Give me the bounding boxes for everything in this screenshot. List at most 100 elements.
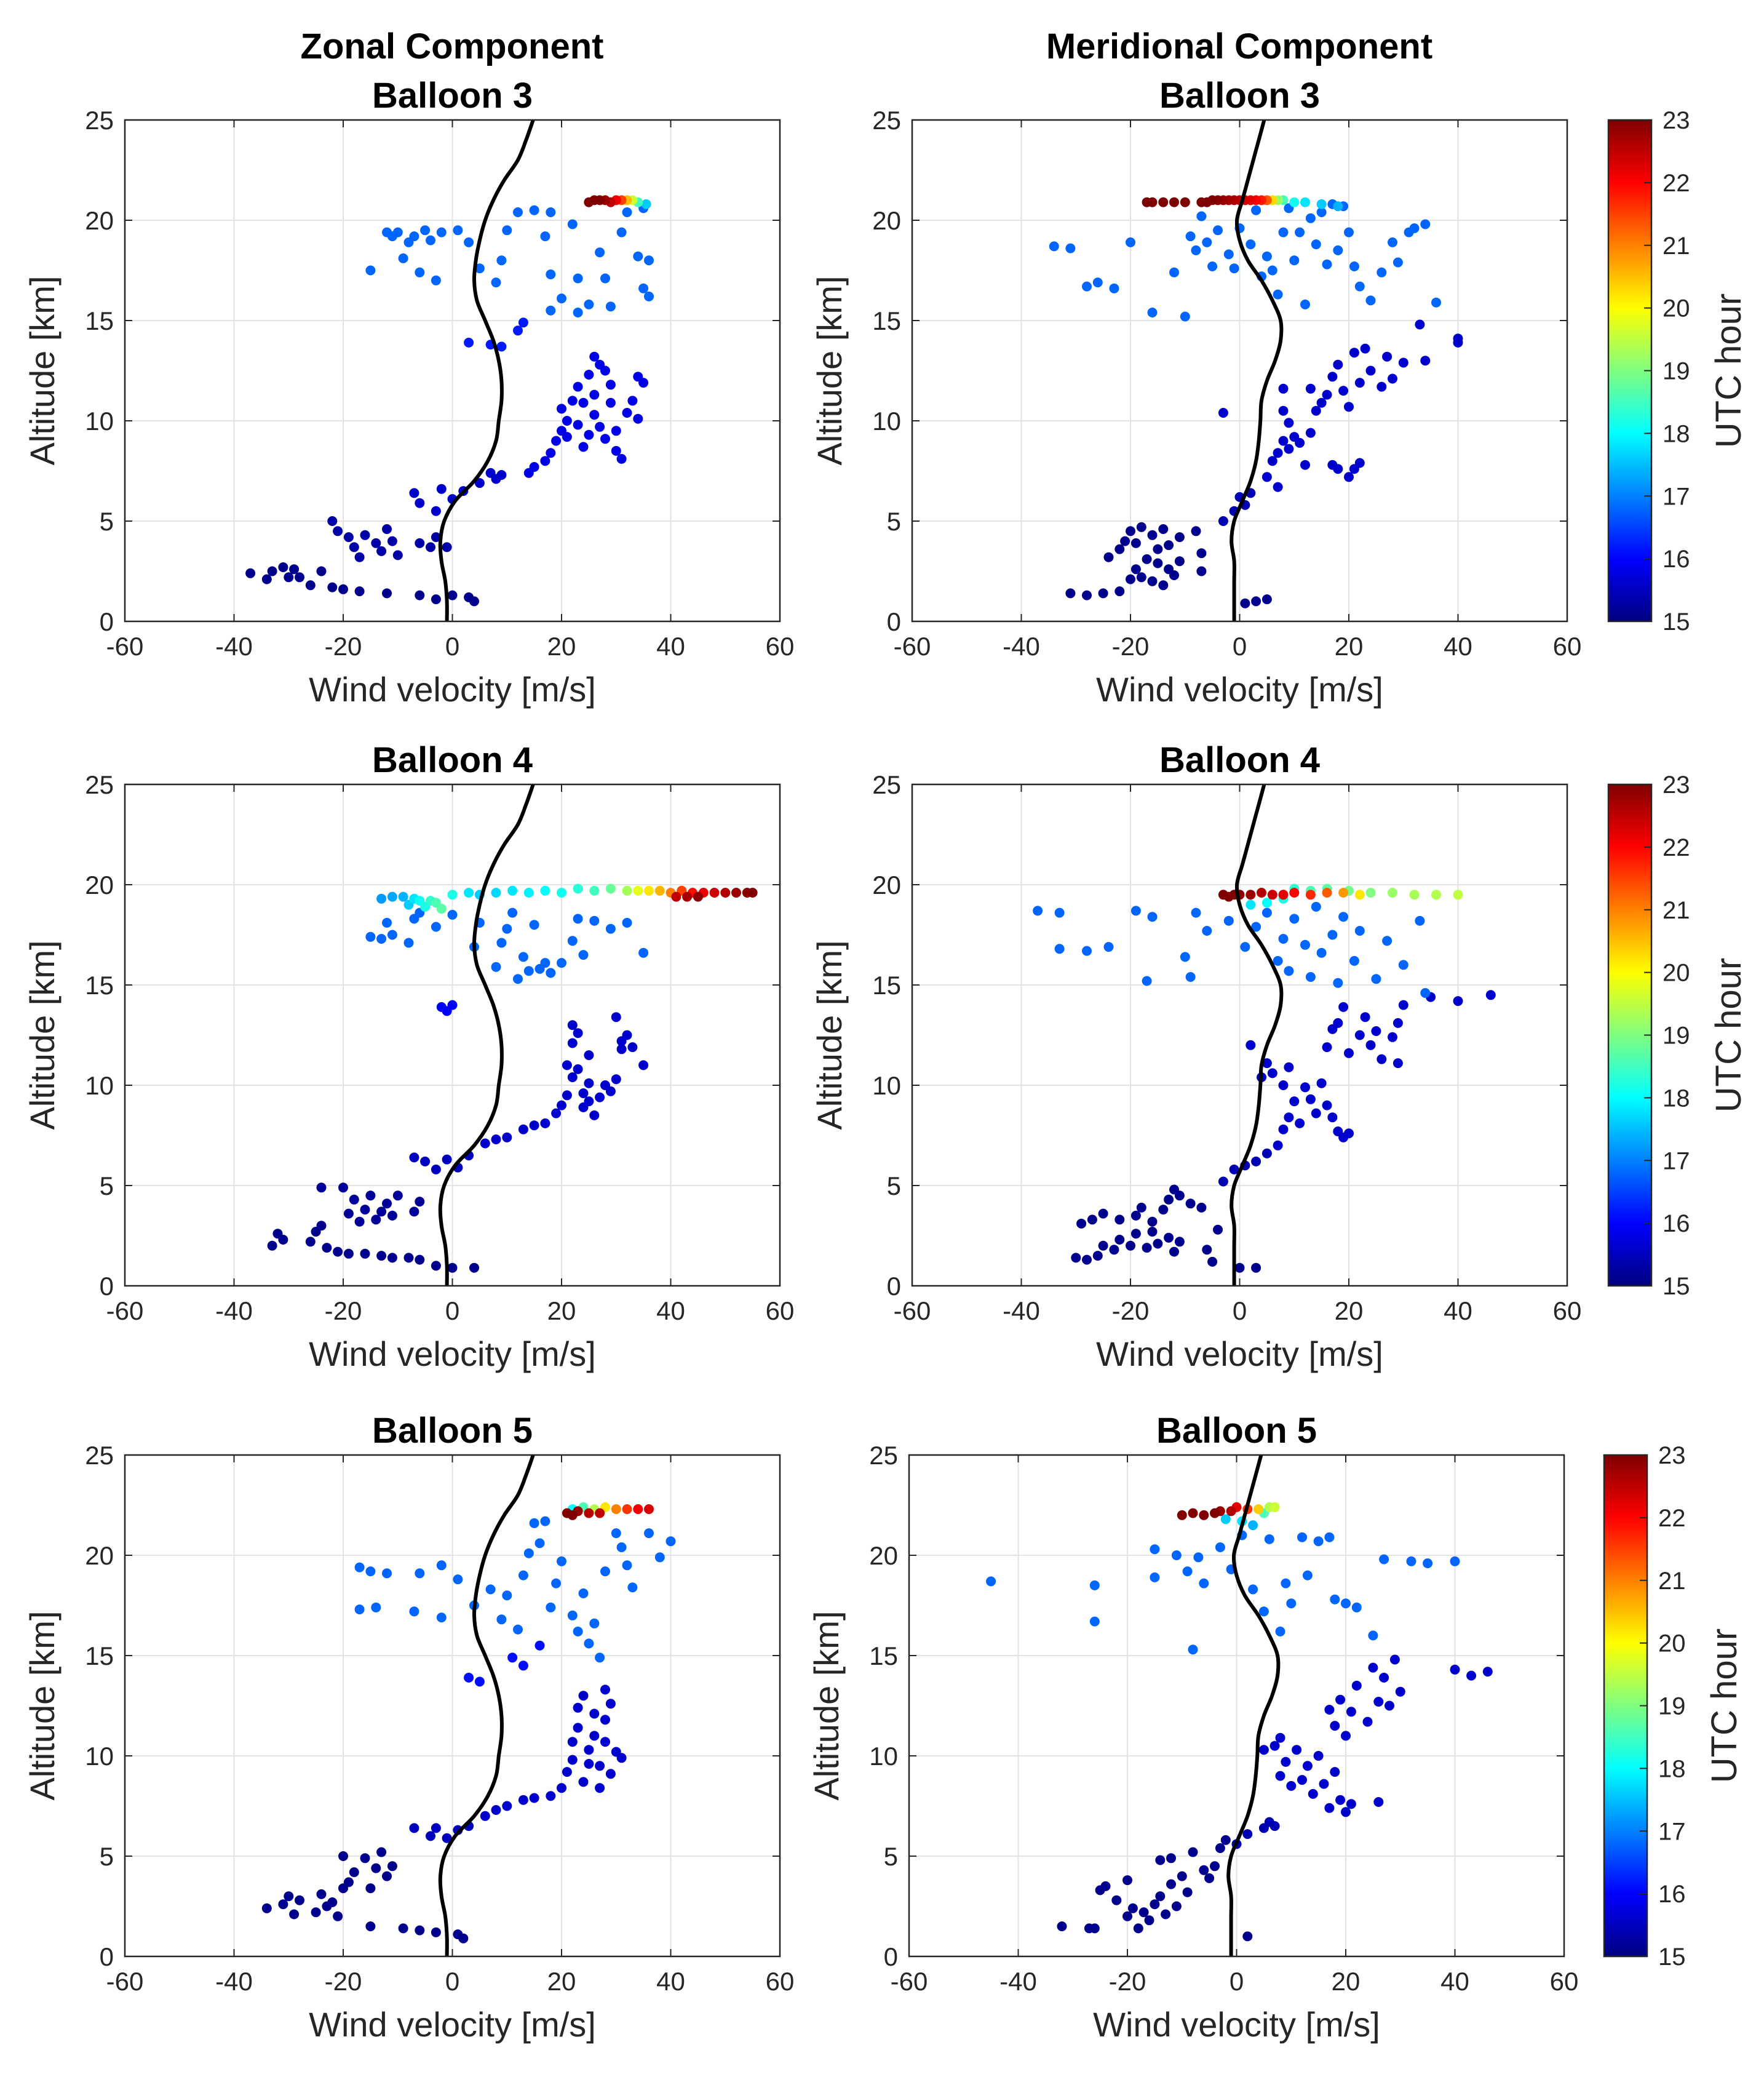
x-tick-label: 40 [656,1296,685,1325]
x-tick-label: -60 [894,632,931,661]
data-point [1382,936,1393,946]
data-point [1365,888,1376,898]
data-point [491,1805,501,1815]
data-point [1330,1721,1340,1731]
data-point [1054,944,1065,954]
data-point [502,225,512,236]
data-point [1267,456,1277,466]
data-point [464,237,474,247]
colorbar-tick-label: 20 [1663,960,1690,987]
colorbar-tick-label: 21 [1663,897,1690,924]
data-point [567,1038,578,1048]
data-point [644,291,654,301]
data-point [1169,197,1179,207]
x-tick-label: -20 [325,1967,362,1996]
data-point [644,1528,654,1539]
x-tick-label: -60 [106,1967,144,1996]
data-point [392,227,403,237]
y-tick-label: 25 [85,770,114,799]
data-point [507,1652,518,1663]
data-point [567,1020,578,1031]
x-tick-label: 0 [445,632,459,661]
x-tick-label: -60 [106,632,144,661]
data-point [426,1831,435,1841]
y-tick-label: 0 [887,607,901,636]
x-tick-label: -40 [1003,1296,1040,1325]
data-point [431,506,441,516]
y-tick-label: 5 [100,507,114,536]
data-point [327,1897,338,1907]
data-point [343,1877,354,1888]
data-point [316,1221,327,1231]
data-point [518,1660,528,1671]
data-point [1377,1054,1387,1064]
data-point [529,1518,539,1528]
data-point [1322,1100,1332,1110]
data-point [562,416,572,426]
data-point [1082,590,1092,600]
data-point [1305,972,1316,982]
data-point [638,1060,649,1070]
data-point [1420,988,1431,998]
data-point [1114,1214,1125,1225]
data-point [278,1235,288,1245]
data-point [1261,1058,1272,1069]
data-point [600,1566,610,1577]
data-point [371,538,381,548]
data-point [436,904,447,914]
data-point [1122,1911,1132,1921]
x-tick-label: -60 [894,1296,931,1325]
data-point [584,197,594,207]
data-point [589,389,600,400]
data-point [502,923,512,934]
data-point [546,1791,556,1801]
data-layer [267,784,758,1286]
data-point [1169,267,1179,277]
data-point [557,1100,566,1110]
data-point [529,1793,539,1803]
data-point [1164,540,1174,551]
data-point [1292,1745,1302,1755]
data-point [523,888,534,898]
data-point [1130,538,1141,548]
data-point [540,958,550,968]
data-point [338,584,348,594]
data-point [1065,588,1076,599]
data-point [1166,1853,1176,1864]
x-tick-label: 40 [1444,1296,1472,1325]
data-layer [1033,784,1496,1286]
data-point [1246,239,1256,250]
data-point [1049,241,1059,252]
data-point [415,538,425,548]
data-point [447,1262,458,1273]
data-point [354,552,365,562]
data-point [611,426,621,436]
data-point [491,888,501,898]
data-point [431,594,441,605]
data-point [1196,1202,1207,1213]
data-point [644,255,654,266]
data-point [1251,1156,1261,1166]
data-point [349,1867,359,1878]
data-point [611,445,621,456]
data-point [1215,1843,1225,1853]
y-tick-label: 15 [872,306,901,335]
data-point [584,370,594,380]
x-tick-label: -20 [1112,1296,1150,1325]
data-point [480,1138,490,1149]
data-point [1153,558,1163,568]
data-point [622,207,632,217]
data-point [1388,237,1397,247]
x-axis-label: Wind velocity [m/s] [1096,670,1383,709]
data-point [365,265,376,276]
data-point [605,883,616,894]
data-point [420,225,431,236]
data-point [458,1933,469,1943]
data-point [1466,1670,1477,1681]
data-point [295,572,304,583]
data-point [333,1246,343,1257]
data-point [1180,197,1190,207]
data-point [365,931,376,942]
data-point [1327,930,1338,940]
data-point [671,891,681,902]
